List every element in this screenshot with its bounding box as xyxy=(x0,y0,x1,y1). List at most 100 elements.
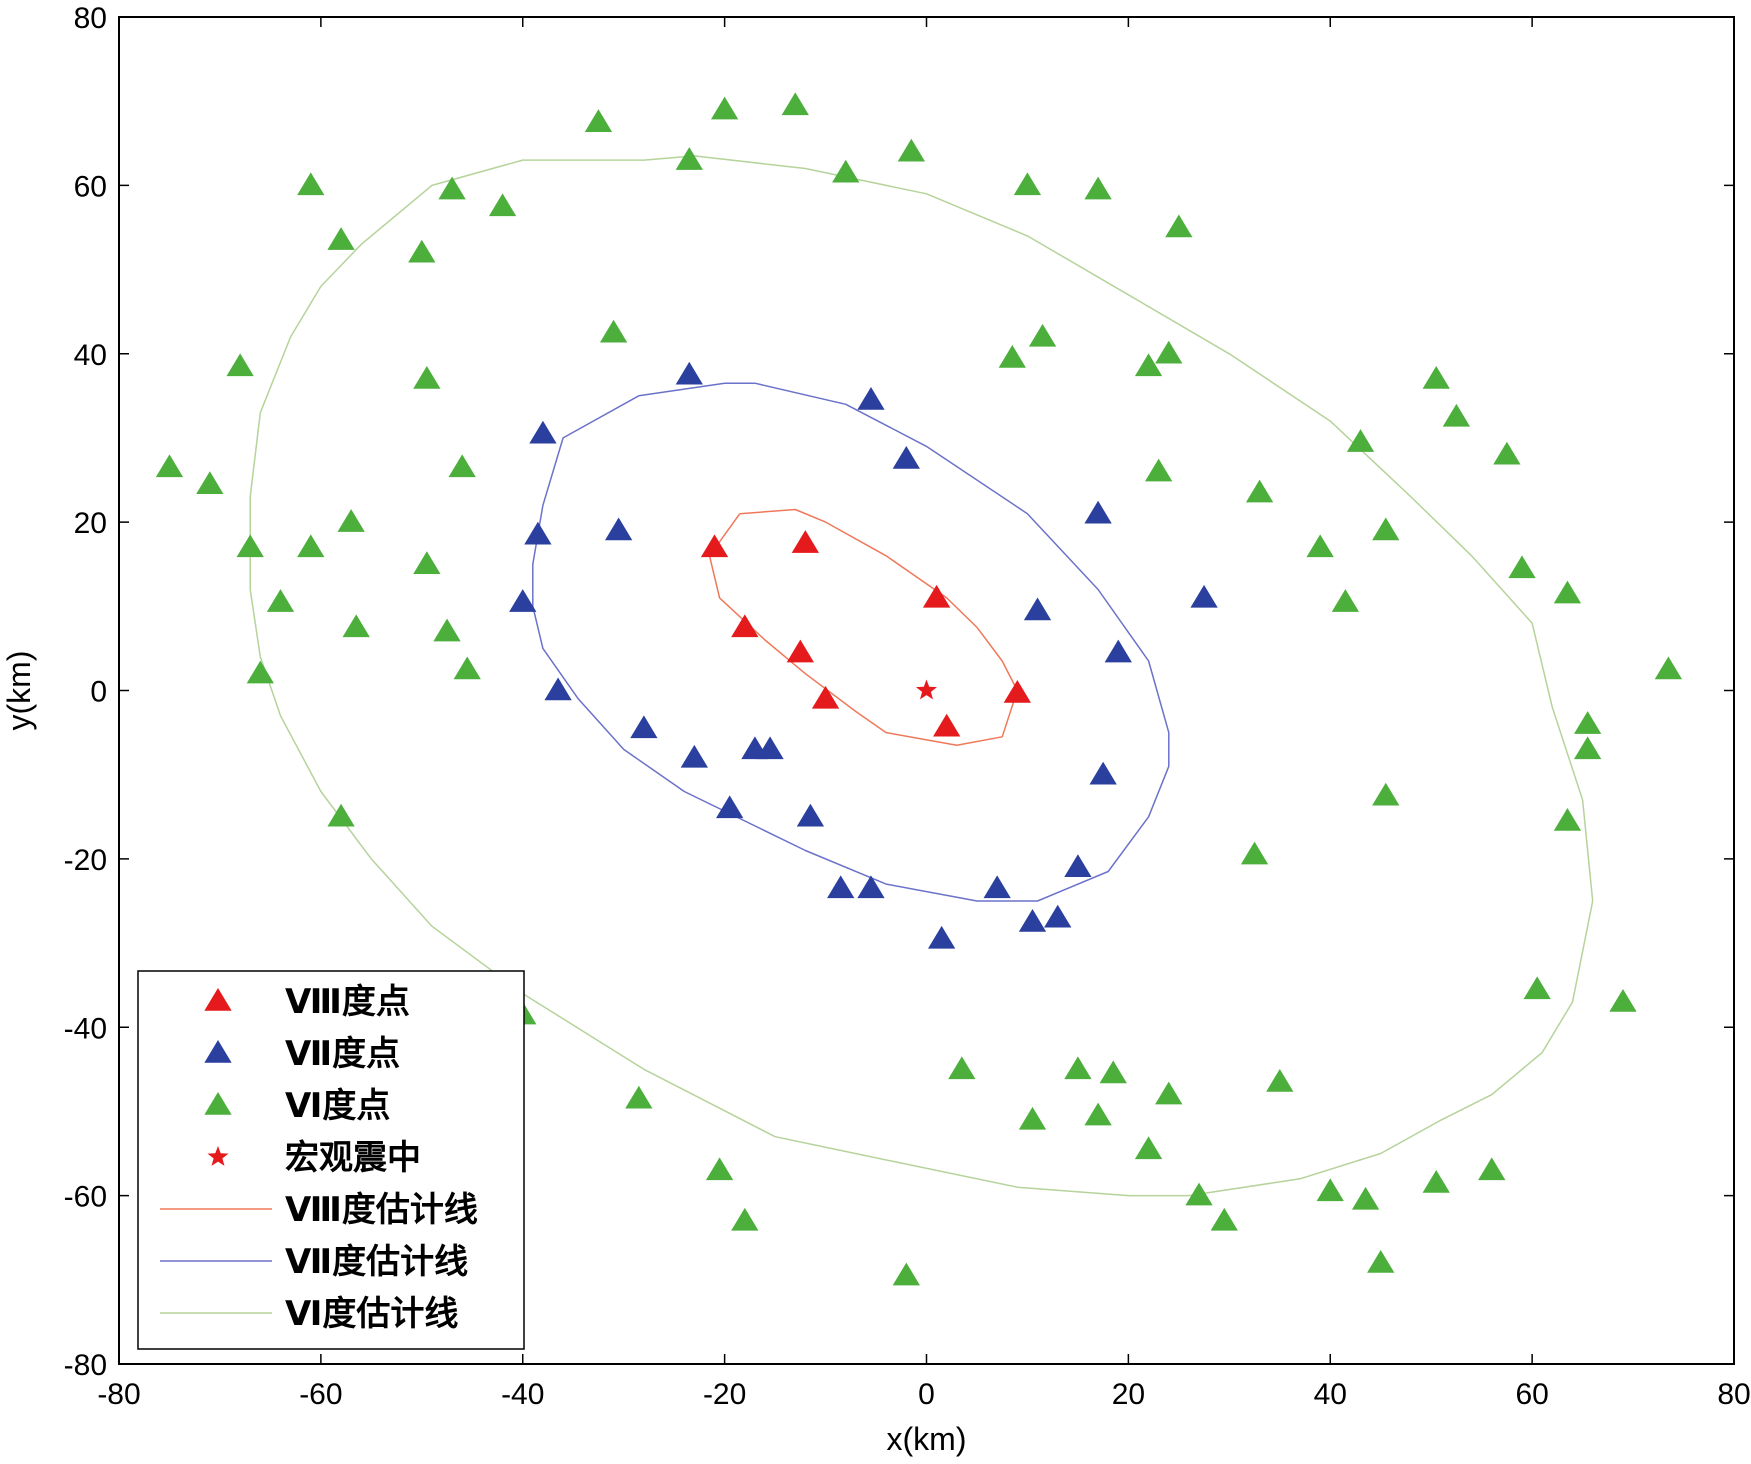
data-point-triangle xyxy=(1654,656,1683,680)
data-point-triangle xyxy=(832,159,860,183)
data-point-triangle xyxy=(796,803,825,827)
x-axis-label: x(km) xyxy=(887,1421,967,1457)
data-points xyxy=(155,92,1683,1286)
data-point-triangle xyxy=(675,147,703,170)
data-point-triangle xyxy=(584,109,613,132)
data-point-triangle xyxy=(1316,1178,1344,1202)
data-point-triangle xyxy=(1245,479,1274,503)
data-point-triangle xyxy=(1523,976,1551,1000)
data-point-triangle xyxy=(246,660,274,684)
y-tick-label: 20 xyxy=(74,507,107,540)
data-point-triangle xyxy=(705,1157,734,1181)
legend-marker-triangle xyxy=(204,988,232,1011)
legend-label: Ⅵ度点 xyxy=(285,1086,390,1126)
y-tick-label: 80 xyxy=(74,2,107,35)
data-point-triangle xyxy=(1508,555,1536,579)
legend-box xyxy=(137,970,525,1350)
legend-label: Ⅶ度点 xyxy=(285,1034,400,1074)
data-point-triangle xyxy=(1084,500,1112,524)
data-point-triangle xyxy=(1573,711,1602,734)
legend-label: Ⅷ度点 xyxy=(285,982,410,1022)
legend-marker-triangle xyxy=(204,1040,232,1063)
data-point-triangle xyxy=(933,713,961,737)
data-point-triangle xyxy=(857,875,885,899)
data-point-triangle xyxy=(1155,340,1183,364)
x-tick-label: -60 xyxy=(299,1378,342,1411)
x-tick-label: -80 xyxy=(97,1378,140,1411)
y-tick-label: -80 xyxy=(64,1349,107,1382)
data-point-triangle xyxy=(675,361,703,385)
legend-label: Ⅷ度估计线 xyxy=(285,1190,478,1230)
data-point-triangle xyxy=(1210,1207,1238,1231)
data-point-triangle xyxy=(413,366,441,389)
data-point-triangle xyxy=(1306,534,1334,558)
data-point-triangle xyxy=(448,454,476,478)
data-point-triangle xyxy=(337,509,365,532)
data-point-triangle xyxy=(781,92,809,116)
data-point-triangle xyxy=(453,656,481,680)
data-point-triangle xyxy=(327,803,355,827)
data-point-triangle xyxy=(1134,353,1163,377)
data-point-triangle xyxy=(1185,1182,1213,1206)
data-point-triangle xyxy=(1003,680,1031,703)
legend-label: 宏观震中 xyxy=(285,1138,421,1178)
data-point-triangle xyxy=(1372,782,1400,806)
data-point-triangle xyxy=(599,319,628,343)
data-point-triangle xyxy=(433,618,461,642)
data-point-triangle xyxy=(1018,1106,1047,1130)
data-point-triangle xyxy=(488,193,517,217)
data-point-triangle xyxy=(1028,323,1057,347)
data-point-triangle xyxy=(1104,639,1132,663)
data-point-triangle xyxy=(155,454,184,478)
x-tick-label: 60 xyxy=(1515,1378,1548,1411)
data-point-triangle xyxy=(1478,1157,1506,1181)
data-point-triangle xyxy=(529,420,557,444)
data-point-triangle xyxy=(1044,904,1072,928)
data-point-triangle xyxy=(731,1207,759,1231)
data-point-triangle xyxy=(297,534,325,558)
x-tick-label: 0 xyxy=(918,1378,935,1411)
axis-ticks: -80 -60 -40 -20 0 20 40 60 80 -80 -60 -40 -20 0 20 40 60… xyxy=(64,2,1751,1411)
estimate-line xyxy=(532,382,1170,902)
x-tick-label: -40 xyxy=(501,1378,544,1411)
data-point-triangle xyxy=(1155,1081,1183,1105)
data-point-triangle xyxy=(1573,736,1602,760)
x-tick-label: 80 xyxy=(1717,1378,1750,1411)
data-point-triangle xyxy=(791,530,820,553)
data-point-triangle xyxy=(892,445,920,469)
data-point-triangle xyxy=(1084,1102,1112,1126)
estimate-line xyxy=(249,155,1594,1197)
data-point-triangle xyxy=(438,176,466,200)
x-tick-label: 40 xyxy=(1314,1378,1347,1411)
y-tick-label: -60 xyxy=(64,1181,107,1214)
data-point-triangle xyxy=(1134,1136,1163,1160)
data-point-triangle xyxy=(297,172,325,196)
data-point-triangle xyxy=(1553,580,1582,604)
x-tick-label: -20 xyxy=(703,1378,746,1411)
data-point-triangle xyxy=(948,1056,976,1080)
data-point-triangle xyxy=(811,685,840,709)
data-point-triangle xyxy=(1064,1056,1092,1080)
data-point-triangle xyxy=(756,736,784,760)
data-point-triangle xyxy=(1013,172,1042,196)
data-point-triangle xyxy=(1145,458,1173,482)
data-point-triangle xyxy=(1351,1186,1380,1210)
data-point-triangle xyxy=(544,677,572,701)
data-point-triangle xyxy=(625,1085,653,1109)
epicenter-star xyxy=(916,679,937,700)
data-point-triangle xyxy=(1493,441,1521,465)
data-point-triangle xyxy=(1346,429,1375,452)
data-point-triangle xyxy=(1442,403,1471,427)
data-point-triangle xyxy=(1064,854,1092,878)
data-point-triangle xyxy=(236,534,264,558)
data-point-triangle xyxy=(1089,761,1117,785)
legend-marker-triangle xyxy=(204,1092,232,1115)
x-tick-label: 20 xyxy=(1112,1378,1145,1411)
data-point-triangle xyxy=(1609,988,1637,1012)
data-point-triangle xyxy=(897,138,926,162)
data-point-triangle xyxy=(509,589,537,612)
legend-label: Ⅶ度估计线 xyxy=(285,1242,468,1282)
y-tick-label: 60 xyxy=(74,170,107,203)
